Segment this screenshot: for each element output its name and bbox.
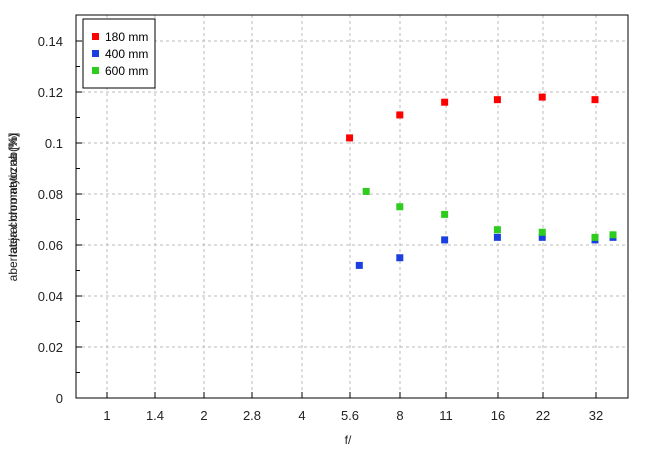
data-point (538, 93, 546, 101)
y-axis-title: aberracja chromatyczna [%] (6, 133, 20, 282)
data-point (441, 210, 449, 218)
x-tick-label: 4 (298, 408, 305, 423)
data-point (493, 96, 501, 104)
x-tick-label: 32 (589, 408, 603, 423)
data-points (346, 93, 617, 269)
legend-swatch-400mm (92, 50, 99, 57)
x-tick-label: 16 (491, 408, 505, 423)
data-point (493, 233, 501, 241)
data-point (346, 134, 354, 142)
y-tick-label: 0 (56, 391, 63, 406)
data-point (441, 98, 449, 106)
data-point (609, 231, 617, 239)
data-point (355, 261, 363, 269)
legend-label-600mm: 600 mm (105, 64, 148, 78)
data-point (396, 203, 404, 211)
data-point (493, 226, 501, 234)
data-point (396, 254, 404, 262)
x-tick-label: 2 (200, 408, 207, 423)
data-point (591, 96, 599, 104)
y-tick-label: 0.1 (45, 136, 63, 151)
legend-swatch-180mm (92, 33, 99, 40)
data-point (591, 233, 599, 241)
x-tick-label: 5.6 (341, 408, 359, 423)
x-tick-label: 8 (396, 408, 403, 423)
x-axis: 1 1.4 2 2.8 4 5.6 8 11 16 22 32 (103, 392, 603, 423)
data-point (362, 187, 370, 195)
y-tick-label: 0.08 (38, 187, 63, 202)
x-tick-label: 1 (103, 408, 110, 423)
legend-label-180mm: 180 mm (105, 30, 148, 44)
data-point (396, 111, 404, 119)
data-point (538, 228, 546, 236)
legend: 180 mm 400 mm 600 mm (82, 18, 156, 89)
legend-swatch-600mm (92, 67, 99, 74)
x-tick-label: 2.8 (243, 408, 261, 423)
y-axis: 0 0.02 0.04 0.06 0.08 0.1 0.12 0.14 (38, 34, 82, 406)
x-tick-label: 11 (439, 408, 453, 423)
x-tick-label: 22 (536, 408, 550, 423)
data-point (441, 236, 449, 244)
x-axis-title: f/ (345, 433, 352, 447)
y-tick-label: 0.14 (38, 34, 63, 49)
y-tick-label: 0.12 (38, 85, 63, 100)
y-tick-label: 0.02 (38, 340, 63, 355)
y-axis-title-overlay: lateral chromatic ab(%) (6, 133, 20, 256)
x-tick-label: 1.4 (146, 408, 164, 423)
y-tick-label: 0.04 (38, 289, 63, 304)
data-point (538, 233, 546, 241)
grid-lines (76, 15, 628, 398)
plot-frame (75, 14, 629, 399)
y-tick-label: 0.06 (38, 238, 63, 253)
legend-label-400mm: 400 mm (105, 47, 148, 61)
